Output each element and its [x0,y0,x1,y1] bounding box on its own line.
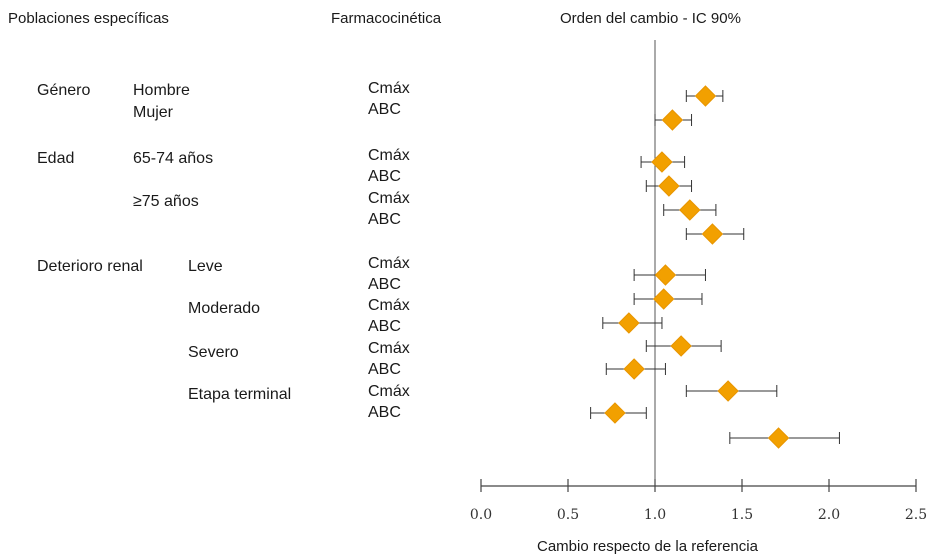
group-label-age: Edad [37,150,75,167]
point-estimate-marker [623,358,645,380]
point-estimate-marker [717,380,739,402]
pk-label-cmax: Cmáx [368,255,410,272]
point-estimate-marker [661,109,684,131]
pk-label-auc: ABC [368,276,401,293]
sublabel-endstage: Etapa terminal [188,386,292,403]
pk-label-auc: ABC [368,101,401,118]
point-estimate-marker [701,223,724,245]
x-tick-label: 0.0 [470,507,492,523]
point-estimate-marker [670,335,692,357]
pk-label-auc: ABC [368,211,401,228]
sublabel-female: Mujer [133,104,174,121]
header-ratio-ci: Orden del cambio - IC 90% [560,10,741,27]
x-tick-label: 2.5 [905,507,927,523]
group-label-gender: Género [37,82,91,99]
point-estimate-marker [679,199,701,221]
x-tick-label: 1.5 [731,507,753,523]
sublabel-moderate: Moderado [188,300,261,317]
sublabel-mild: Leve [188,258,223,275]
pk-label-auc: ABC [368,404,401,421]
point-estimate-marker [694,85,717,107]
sublabel-male: Hombre [133,82,190,99]
sublabel-age-65-74: 65-74 años [133,150,214,167]
point-estimate-marker [618,312,640,334]
pk-label-cmax: Cmáx [368,80,410,97]
header-populations: Poblaciones específicas [8,10,169,27]
point-estimate-marker [654,264,677,286]
pk-label-cmax: Cmáx [368,383,410,400]
point-estimate-marker [652,288,675,310]
pk-label-cmax: Cmáx [368,190,410,207]
sublabel-severe: Severo [188,344,239,361]
pk-label-cmax: Cmáx [368,340,410,357]
point-estimate-marker [651,151,673,173]
pk-label-auc: ABC [368,318,401,335]
x-tick-label: 1.0 [644,507,666,523]
group-label-renal: Deterioro renal [37,258,143,275]
pk-label-cmax: Cmáx [368,147,410,164]
pk-label-cmax: Cmáx [368,297,410,314]
point-estimate-marker [604,402,626,424]
x-tick-label: 0.5 [557,507,579,523]
sublabel-age-75-plus: ≥75 años [133,193,199,210]
point-estimate-marker [658,175,680,197]
header-pharmacokinetics: Farmacocinética [331,10,442,27]
x-tick-label: 2.0 [818,507,840,523]
pk-label-auc: ABC [368,168,401,185]
point-estimate-marker [767,427,790,449]
x-axis-label: Cambio respecto de la referencia [537,538,758,555]
pk-label-auc: ABC [368,361,401,378]
